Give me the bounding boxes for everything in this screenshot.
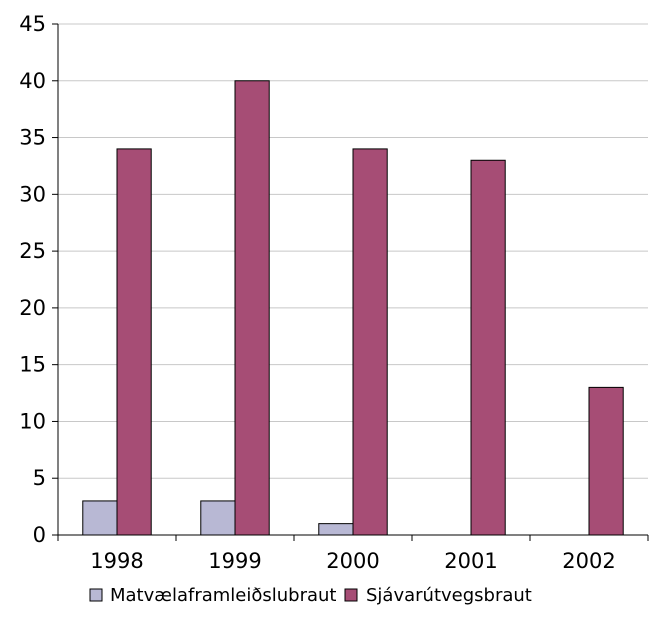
x-tick-label: 2000 (326, 549, 379, 573)
y-tick-label: 20 (19, 296, 46, 320)
legend-swatch (344, 588, 358, 602)
axes (52, 23, 649, 541)
bar-series-2 (588, 386, 624, 536)
y-tick-label: 35 (19, 126, 46, 150)
bars (82, 80, 624, 536)
bar-series-1 (82, 500, 118, 536)
legend-swatch (89, 588, 103, 602)
y-tick-label: 10 (19, 409, 46, 433)
bar-series-1 (318, 523, 354, 536)
y-tick-label: 40 (19, 69, 46, 93)
y-tick-label: 25 (19, 239, 46, 263)
x-tick-label: 1999 (208, 549, 261, 573)
y-tick-label: 15 (19, 353, 46, 377)
x-tick-label: 2001 (444, 549, 497, 573)
y-tick-labels: 0 5 10 15 20 25 30 35 40 45 (19, 12, 46, 547)
legend-label: Sjávarútvegsbraut (366, 585, 532, 606)
bar-series-2 (470, 159, 506, 536)
bar-series-1 (200, 500, 236, 536)
legend-label: Matvælaframleiðslubraut (110, 585, 336, 606)
x-tick-label: 1998 (90, 549, 143, 573)
y-tick-label: 30 (19, 182, 46, 206)
y-tick-label: 45 (19, 12, 46, 36)
x-tick-labels: 1998 1999 2000 2001 2002 (90, 549, 615, 573)
legend: Matvælaframleiðslubraut Sjávarútvegsbraut (89, 585, 532, 606)
bar-series-2 (234, 80, 270, 536)
bar-series-2 (116, 148, 152, 536)
y-tick-label: 0 (33, 523, 46, 547)
y-tick-label: 5 (33, 466, 46, 490)
bar-series-2 (352, 148, 388, 536)
x-tick-label: 2002 (562, 549, 615, 573)
